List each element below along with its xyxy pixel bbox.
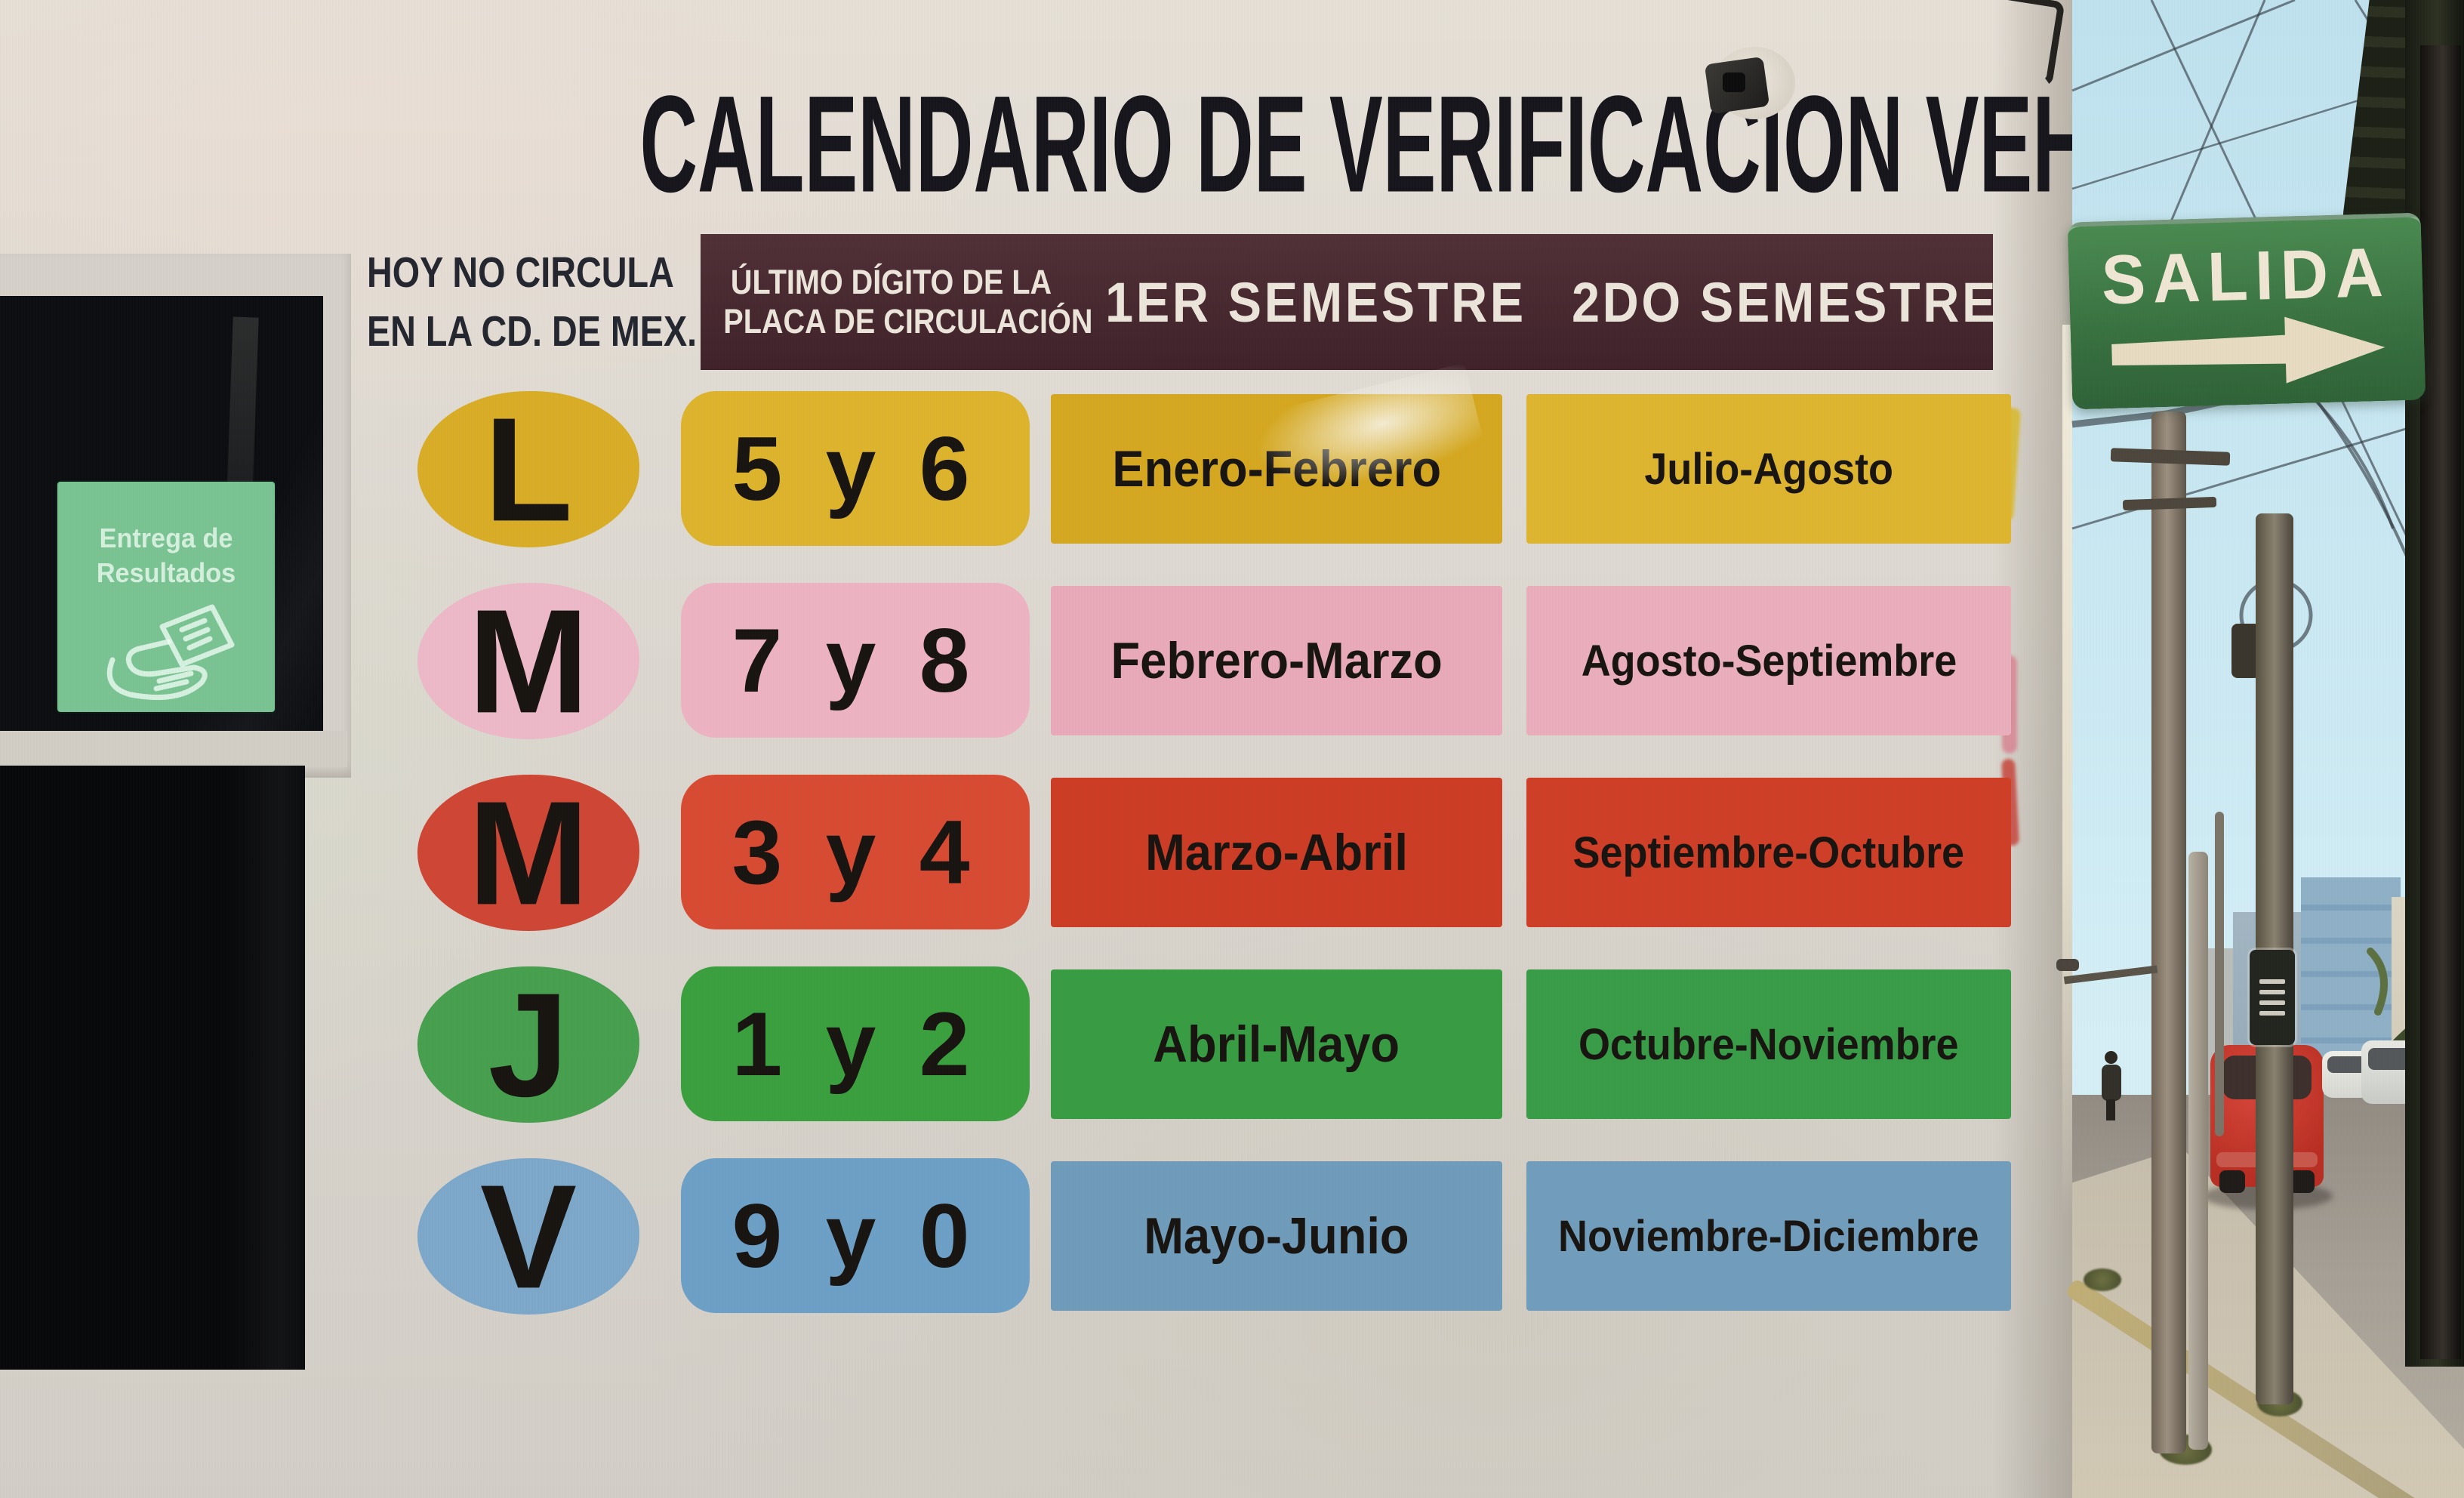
- street-notice-sign: [2250, 950, 2295, 1045]
- semester2-cell: Octubre-Noviembre: [1526, 969, 2011, 1119]
- salida-exit-sign: SALIDA: [2067, 212, 2426, 410]
- utility-pole: [2151, 411, 2186, 1453]
- car-window: [2327, 1056, 2370, 1073]
- day-letter: M: [468, 769, 589, 936]
- semester2-cell: Noviembre-Diciembre: [1526, 1161, 2011, 1311]
- pedestrian-head: [2105, 1051, 2118, 1064]
- day-oval: J: [417, 962, 639, 1127]
- semester2-text: Julio-Agosto: [1644, 444, 1893, 494]
- day-letter: L: [484, 386, 573, 553]
- table-row-miercoles: M 3 y 4 Marzo-Abril Septiembre-Octubre: [0, 770, 2072, 935]
- table-header-bar: ÚLTIMO DÍGITO DE LA PLACA DE CIRCULACIÓN…: [701, 234, 1999, 370]
- day-letter: M: [468, 578, 589, 744]
- table-row-lunes: L 5 y 6 Enero-Febrero Julio-Agosto: [0, 362, 2072, 552]
- semester1-text: Abril-Mayo: [1153, 1016, 1400, 1073]
- pedestrian-body: [2102, 1065, 2121, 1101]
- semester2-text: Noviembre-Diciembre: [1558, 1211, 1979, 1261]
- semester1-cell: Febrero-Marzo: [1051, 586, 1502, 735]
- table-row-martes: M 7 y 8 Febrero-Marzo Agosto-Septiembre: [0, 578, 2072, 744]
- semester1-text: Mayo-Junio: [1144, 1207, 1409, 1265]
- semester1-cell: Mayo-Junio: [1051, 1161, 1502, 1311]
- hoy-no-circula-line1: HOY NO CIRCULA: [367, 248, 674, 297]
- dark-doorway: [0, 766, 305, 1370]
- digits-cell: 7 y 8: [681, 583, 1030, 738]
- header-digit-line1: ÚLTIMO DÍGITO DE LA: [730, 263, 1052, 301]
- day-oval: L: [417, 387, 639, 552]
- semester2-text: Septiembre-Octubre: [1572, 828, 1965, 877]
- table-row-viernes: V 9 y 0 Mayo-Junio Noviembre-Diciembre: [0, 1154, 2072, 1319]
- semester2-cell: Septiembre-Octubre: [1526, 778, 2011, 927]
- header-digit-line2: PLACA DE CIRCULACIÓN: [723, 302, 1093, 341]
- car-wheel: [2219, 1170, 2245, 1193]
- right-arrow-icon: [2111, 316, 2385, 384]
- window-sill: [0, 731, 347, 767]
- hoy-no-circula-note: HOY NO CIRCULA EN LA CD. DE MEX.: [367, 243, 941, 361]
- header-2do-semestre: 2DO SEMESTRE: [1572, 270, 1999, 334]
- day-oval: M: [417, 578, 639, 744]
- semester2-text: Agosto-Septiembre: [1581, 636, 1957, 686]
- digits-cell: 9 y 0: [681, 1158, 1030, 1313]
- digits-cell: 1 y 2: [681, 966, 1030, 1121]
- hoy-no-circula-line2: EN LA CD. DE MEX.: [367, 307, 698, 356]
- day-oval: M: [417, 770, 639, 935]
- day-letter: J: [488, 961, 569, 1128]
- digits-cell: 3 y 4: [681, 775, 1030, 929]
- pedestrian-legs: [2106, 1099, 2115, 1120]
- semester1-cell: Marzo-Abril: [1051, 778, 1502, 927]
- street-lamp-head: [2056, 959, 2079, 971]
- semester2-cell: Julio-Agosto: [1526, 394, 2011, 544]
- digits-cell: 5 y 6: [681, 391, 1030, 546]
- semester1-text: Enero-Febrero: [1112, 440, 1441, 498]
- table-row-jueves: J 1 y 2 Abril-Mayo Octubre-Noviembre: [0, 962, 2072, 1127]
- day-oval: V: [417, 1154, 639, 1319]
- entrega-line2: Resultados: [96, 557, 236, 588]
- weeds: [2084, 1268, 2121, 1291]
- semester2-cell: Agosto-Septiembre: [1526, 586, 2011, 735]
- semester1-cell: Enero-Febrero: [1051, 362, 1502, 544]
- semester2-text: Octubre-Noviembre: [1578, 1019, 1959, 1069]
- semester1-text: Febrero-Marzo: [1110, 632, 1443, 689]
- salida-text: SALIDA: [2100, 233, 2392, 319]
- day-letter: V: [479, 1153, 578, 1320]
- distant-pole: [2215, 812, 2224, 1136]
- sign-title: CALENDARIO DE VERIFICACION VEHICULAR: [393, 65, 2392, 221]
- camera-lens-icon: [1723, 72, 1745, 92]
- semester1-text: Marzo-Abril: [1145, 824, 1408, 881]
- hand-delivering-paper-icon: [106, 604, 235, 701]
- pole-transformer: [2231, 624, 2260, 678]
- header-digit-column: ÚLTIMO DÍGITO DE LA PLACA DE CIRCULACIÓN: [701, 263, 1093, 341]
- pedestrian: [2100, 1051, 2123, 1120]
- semester1-cell: Abril-Mayo: [1051, 969, 1502, 1119]
- entrega-resultados-sign: Entrega de Resultados: [57, 482, 275, 712]
- entrega-line1: Entrega de: [99, 522, 233, 553]
- light-pole: [2188, 852, 2208, 1450]
- salida-sign-pole: [2420, 45, 2461, 1359]
- header-1er-semestre: 1ER SEMESTRE: [1105, 270, 1526, 334]
